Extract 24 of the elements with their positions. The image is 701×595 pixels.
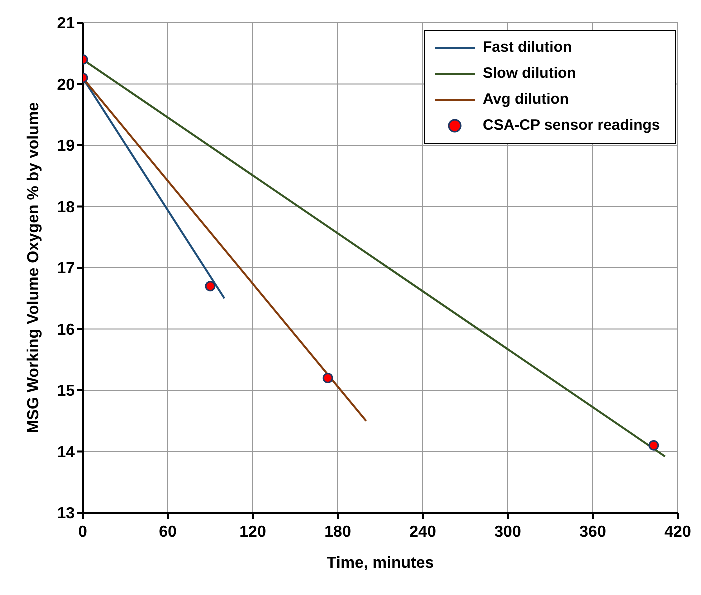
x-axis-title: Time, minutes <box>326 555 434 572</box>
y-tick-label: 17 <box>57 260 76 278</box>
y-tick-label: 19 <box>57 138 76 156</box>
x-tick-label: 0 <box>78 524 88 541</box>
legend-label: Slow dilution <box>483 64 576 84</box>
x-tick-label: 60 <box>159 524 177 541</box>
y-tick-label: 13 <box>57 506 76 523</box>
point <box>648 440 660 451</box>
y-tick-label: 18 <box>57 199 76 216</box>
y-tick-label: 16 <box>57 322 76 339</box>
x-tick-label: 360 <box>580 524 606 541</box>
x-tick-label: 180 <box>324 524 352 541</box>
x-tick-label: 240 <box>410 524 436 541</box>
y-tick-label: 15 <box>57 383 76 400</box>
x-tick-label: 420 <box>664 524 692 541</box>
legend-label: Avg dilution <box>483 90 570 110</box>
y-tick-label: 20 <box>57 76 76 94</box>
y-axis-title: MSG Working Volume Oxygen % by volume <box>26 102 43 434</box>
y-tick-label: 21 <box>57 16 76 33</box>
legend-label: CSA-CP sensor readings <box>483 116 660 136</box>
y-tick-label: 14 <box>57 444 76 462</box>
legend-label: Fast dilution <box>483 38 572 58</box>
x-tick-label: 300 <box>494 524 522 541</box>
x-tick-label: 120 <box>240 524 266 541</box>
